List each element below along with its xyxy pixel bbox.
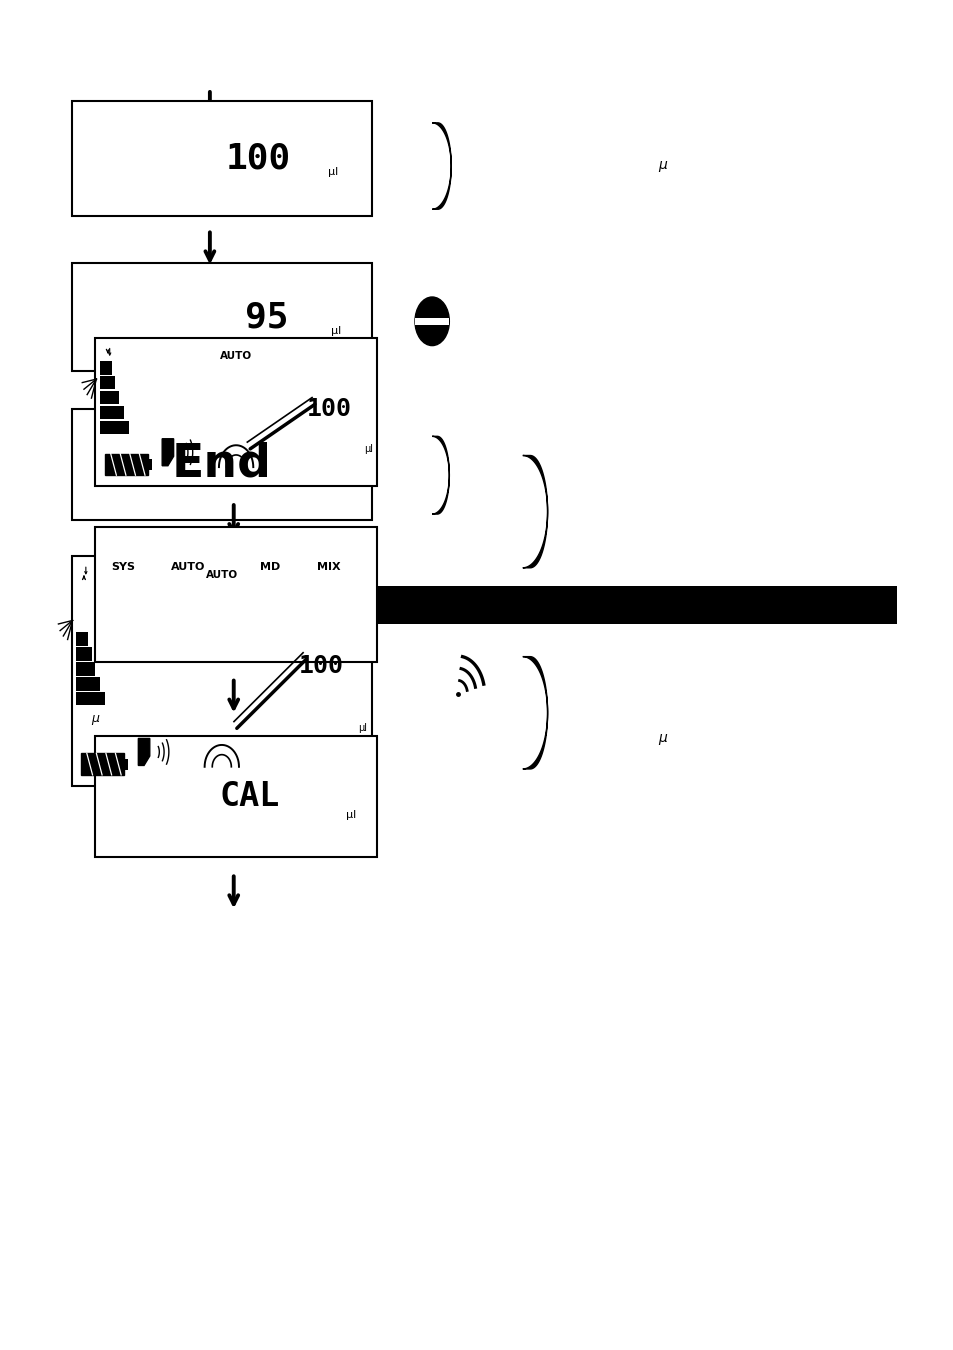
Polygon shape — [522, 656, 547, 770]
Polygon shape — [162, 439, 173, 466]
Text: 100: 100 — [306, 397, 351, 421]
Bar — [100, 405, 124, 418]
Polygon shape — [138, 738, 150, 765]
Bar — [71, 263, 372, 371]
Text: End: End — [172, 441, 272, 487]
Text: MIX: MIX — [316, 562, 340, 572]
Text: µl: µl — [358, 724, 367, 733]
Bar — [415, 317, 449, 325]
Polygon shape — [522, 455, 547, 568]
Text: µl: µl — [328, 167, 337, 177]
Bar — [124, 759, 128, 769]
Bar — [95, 736, 376, 857]
Bar — [71, 409, 372, 520]
Bar — [71, 586, 896, 624]
Text: μ: μ — [658, 732, 667, 745]
Text: 100: 100 — [225, 142, 290, 176]
Polygon shape — [432, 436, 449, 514]
Bar — [76, 691, 105, 705]
Text: SYS: SYS — [112, 562, 135, 572]
Bar — [148, 459, 152, 470]
Bar — [76, 663, 95, 675]
Bar — [100, 421, 129, 435]
Text: 100: 100 — [298, 655, 343, 678]
Bar — [76, 678, 100, 691]
Bar — [76, 632, 88, 647]
Bar — [100, 362, 112, 375]
Text: AUTO: AUTO — [220, 351, 252, 360]
Bar — [76, 648, 91, 662]
Bar — [100, 377, 115, 390]
Text: µl: µl — [363, 444, 373, 454]
Polygon shape — [432, 123, 451, 209]
Circle shape — [415, 297, 449, 346]
Text: μ: μ — [91, 711, 99, 725]
Bar — [81, 753, 124, 775]
Text: µl: µl — [346, 810, 356, 819]
Bar — [95, 526, 376, 662]
Bar — [71, 101, 372, 216]
Bar — [71, 556, 372, 786]
Text: MD: MD — [259, 562, 280, 572]
Text: 95: 95 — [245, 300, 289, 335]
Text: CAL: CAL — [220, 780, 280, 813]
Bar — [105, 454, 148, 475]
Bar — [100, 392, 119, 405]
Text: AUTO: AUTO — [171, 562, 205, 572]
Text: AUTO: AUTO — [206, 570, 237, 579]
Bar — [95, 338, 376, 486]
Text: µl: µl — [331, 327, 341, 336]
Text: μ: μ — [658, 158, 667, 171]
